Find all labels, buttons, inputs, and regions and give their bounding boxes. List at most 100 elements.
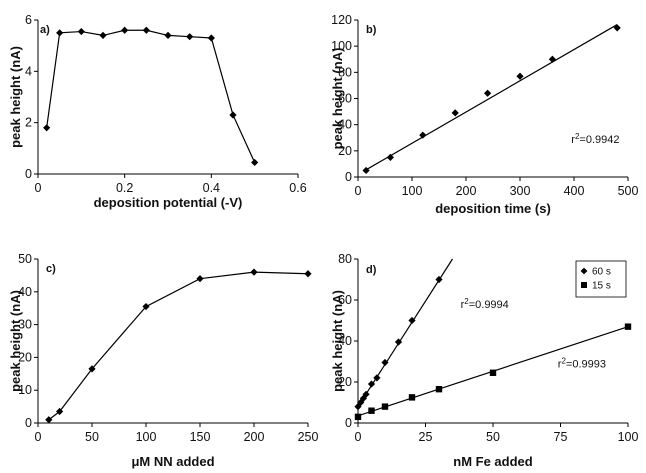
series-line: [48, 271, 309, 421]
data-point: [186, 33, 194, 41]
panel-label: a): [40, 24, 50, 36]
x-tick-label: 100: [136, 430, 157, 444]
data-point: [88, 365, 96, 373]
y-tick-label: 10: [18, 383, 32, 397]
x-tick-label: 0.6: [289, 181, 306, 195]
data-point: [359, 394, 367, 402]
x-tick-label: 0: [35, 181, 42, 195]
y-tick-label: 80: [338, 65, 352, 79]
data-point: [394, 338, 403, 346]
data-point: [142, 302, 150, 311]
y-tick-label: 100: [331, 39, 352, 53]
x-tick-label: 0.2: [116, 181, 133, 195]
data-point: [196, 275, 204, 283]
data-point: [408, 394, 416, 401]
data-point: [56, 407, 64, 416]
data-point: [381, 403, 389, 410]
data-point: [304, 270, 312, 278]
legend-entry: 60 s: [592, 267, 611, 278]
r-squared-annotation: r2=0.9942: [571, 131, 619, 146]
y-tick-label: 50: [18, 252, 32, 266]
x-tick-label: 200: [456, 184, 477, 198]
chart-panel-4: 0 20 40 60 80 0 25 50 75 100 nM Fe added peak heigh…: [330, 252, 638, 469]
series-1: [362, 24, 621, 175]
data-point: [381, 358, 389, 367]
data-point: [435, 385, 443, 393]
series-1: [45, 268, 312, 424]
legend-entry: 15 s: [592, 281, 611, 292]
x-tick-label: 400: [564, 184, 585, 198]
series-line: [46, 29, 256, 163]
data-point: [386, 153, 394, 161]
panel-label: c): [46, 263, 56, 275]
panel-label: d): [366, 264, 377, 276]
data-point: [45, 416, 53, 424]
y-tick-label: 30: [18, 318, 32, 332]
y-tick-label: 20: [338, 144, 352, 158]
data-point: [142, 26, 150, 34]
data-point: [451, 109, 459, 117]
y-tick-label: 40: [338, 334, 352, 348]
data-point: [207, 34, 215, 42]
data-point: [516, 72, 524, 80]
x-axis-label: nM Fe added: [453, 454, 533, 469]
x-tick-label: 50: [85, 430, 99, 444]
series-1: [354, 258, 454, 411]
data-point: [362, 390, 370, 398]
y-axis-label: peak height (nA): [8, 46, 23, 148]
data-point: [613, 24, 621, 32]
data-point: [419, 131, 427, 139]
y-tick-label: 0: [345, 170, 352, 184]
y-axis-label: peak height (nA): [330, 48, 345, 150]
data-point: [121, 26, 129, 34]
data-point: [373, 374, 381, 382]
y-tick-label: 4: [25, 64, 32, 78]
x-axis-label: μM NN added: [131, 454, 214, 469]
y-tick-label: 0: [345, 416, 352, 430]
y-axis-label: peak height (nA): [8, 290, 23, 392]
x-tick-label: 200: [244, 430, 265, 444]
data-point: [43, 124, 51, 132]
x-tick-label: 100: [402, 184, 423, 198]
data-point: [435, 275, 443, 284]
y-tick-label: 60: [338, 293, 352, 307]
x-tick-label: 0.4: [203, 181, 220, 195]
data-point: [362, 166, 370, 175]
legend-box: [575, 260, 627, 298]
data-point: [229, 111, 237, 119]
x-tick-label: 250: [298, 430, 319, 444]
fit-line: [358, 258, 454, 407]
fit-line: [365, 24, 618, 171]
y-tick-label: 40: [338, 118, 352, 132]
x-tick-label: 0: [355, 430, 362, 444]
y-axis-label: peak height (nA): [330, 290, 345, 392]
legend: 60 s 15 s: [575, 260, 627, 298]
x-tick-label: 150: [190, 430, 211, 444]
data-point: [251, 158, 259, 167]
x-tick-label: 75: [554, 430, 568, 444]
data-point: [250, 268, 258, 276]
y-tick-label: 60: [338, 92, 352, 106]
chart-panel-3: 0 10 20 30 40 50 0 50 100 150 200 250 μM NN added pea…: [8, 252, 318, 469]
y-tick-label: 20: [338, 375, 352, 389]
series-2: [354, 323, 632, 421]
data-point: [408, 316, 416, 325]
data-point: [164, 31, 172, 39]
y-tick-label: 40: [18, 285, 32, 299]
y-tick-label: 120: [331, 13, 352, 27]
x-tick-label: 0: [35, 430, 42, 444]
x-tick-label: 500: [618, 184, 639, 198]
data-point: [624, 323, 632, 330]
y-tick-label: 0: [25, 416, 32, 430]
data-point: [484, 89, 492, 97]
data-point: [489, 369, 497, 376]
x-tick-label: 100: [618, 430, 639, 444]
legend-square-marker: [581, 282, 587, 288]
y-tick-label: 80: [338, 252, 352, 266]
x-tick-label: 25: [419, 430, 433, 444]
data-point: [56, 29, 64, 37]
data-point: [77, 27, 85, 36]
data-point: [354, 413, 362, 421]
chart-panel-1: 0 2 4 6 0 0.2 0.4 0.6 deposition potential (-V) p…: [8, 13, 307, 210]
